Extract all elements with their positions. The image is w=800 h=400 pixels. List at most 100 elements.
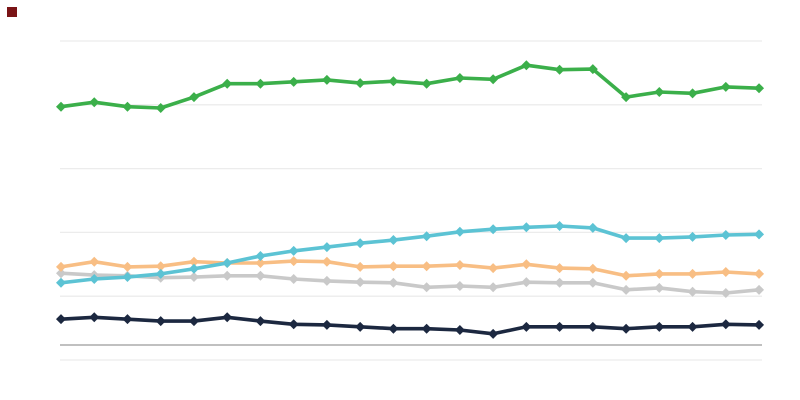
series-navy-point-marker [155,316,166,327]
series-teal-line [59,224,761,285]
series-teal-point-marker [355,238,366,249]
series-navy-line [59,315,761,336]
series-teal-point-marker [388,235,399,246]
series-green-line [59,63,761,110]
series-teal-point-marker [521,222,532,233]
series-gray-point-marker [255,270,266,281]
series-orange-point-marker [89,256,100,267]
series-green [56,60,765,113]
series-gray-point-marker [621,284,632,295]
series-orange-point-marker [56,261,66,272]
series-orange-point-marker [355,261,366,272]
series-gray-point-marker [222,270,233,281]
series-teal-point-marker [222,258,233,269]
series-navy-point-marker [188,316,199,327]
series-orange-point-marker [421,261,432,272]
series-navy [56,312,765,339]
series-gray-point-marker [56,268,66,279]
series-navy-point-marker [554,321,565,332]
series-navy-point-marker [720,319,731,330]
series-green-point-marker [454,73,465,84]
series-navy-point-marker [89,312,100,323]
series-green-point-marker [754,83,765,94]
series-orange-point-marker [488,263,499,274]
series-navy-point-marker [122,314,133,325]
series-orange-point-marker [454,259,465,270]
series-green-point-marker [288,76,299,87]
series-gray-point-marker [521,277,532,288]
series-orange-point-marker [754,268,765,279]
series-teal-point-marker [488,224,499,235]
series-teal-point-marker [754,229,765,240]
series-orange-point-marker [521,259,532,270]
series-orange-point-marker [155,261,166,272]
series-teal-point-marker [654,233,665,244]
series-green-point-marker [488,74,499,85]
series-teal-point-marker [122,272,133,283]
red-square-marker [7,7,17,17]
series-orange-point-marker [321,256,332,267]
series-gray-point-marker [754,284,765,295]
series-green-point-marker [720,81,731,92]
series-teal-point-marker [621,233,632,244]
series-navy-point-marker [521,321,532,332]
series-teal-point-marker [188,263,199,274]
series-navy-point-marker [255,316,266,327]
series-green-point-marker [321,74,332,85]
series-gray-point-marker [321,275,332,286]
series-orange-point-marker [255,258,266,269]
series-green-point-marker [654,87,665,98]
series-green-point-marker [89,97,100,108]
series-navy-point-marker [321,319,332,330]
series-navy-point-marker [288,319,299,330]
series-gray-point-marker [355,277,366,288]
series-gray-point-marker [720,288,731,299]
series-teal-point-marker [454,226,465,237]
series-navy-point-marker [687,321,698,332]
series-teal-point-marker [155,268,166,279]
series-orange [56,256,765,281]
series-orange-point-marker [554,263,565,274]
series-navy-point-marker [56,314,66,325]
series-orange-point-marker [654,268,665,279]
series-navy-point-marker [488,328,499,339]
series-teal-point-marker [687,231,698,242]
series-navy-point-marker [454,325,465,336]
series-orange-line [59,259,761,278]
series-green-point-marker [421,78,432,89]
series-orange-point-marker [621,270,632,281]
series-teal-point-marker [89,273,100,284]
series-navy-point-marker [222,312,233,323]
series-gray-point-marker [188,272,199,283]
series-green-point-marker [255,78,266,89]
series-green-point-marker [388,76,399,87]
series-gray-point-marker [454,280,465,291]
series-navy-point-marker [421,323,432,334]
series-gray-point-marker [388,277,399,288]
series-green-point-marker [56,101,66,112]
series-navy-point-marker [355,321,366,332]
series-gray-point-marker [288,273,299,284]
series-gray-point-marker [421,282,432,293]
series-orange-point-marker [720,266,731,277]
series-green-point-marker [222,78,233,89]
series-green-point-marker [355,78,366,89]
series-teal-point-marker [56,277,66,288]
series-navy-point-marker [587,321,598,332]
series-green-point-marker [521,60,532,71]
series-orange-point-marker [188,256,199,267]
series-navy-point-marker [654,321,665,332]
series-green-point-marker [188,92,199,103]
series-orange-point-marker [687,268,698,279]
series-orange-point-marker [587,263,598,274]
series-orange-point-marker [288,256,299,267]
gridlines [60,40,762,361]
series-green-point-marker [621,92,632,103]
series-teal-point-marker [321,242,332,253]
series-gray-point-marker [654,282,665,293]
series-gray-line [59,271,761,295]
series-green-point-marker [687,88,698,99]
series-teal [56,221,765,288]
